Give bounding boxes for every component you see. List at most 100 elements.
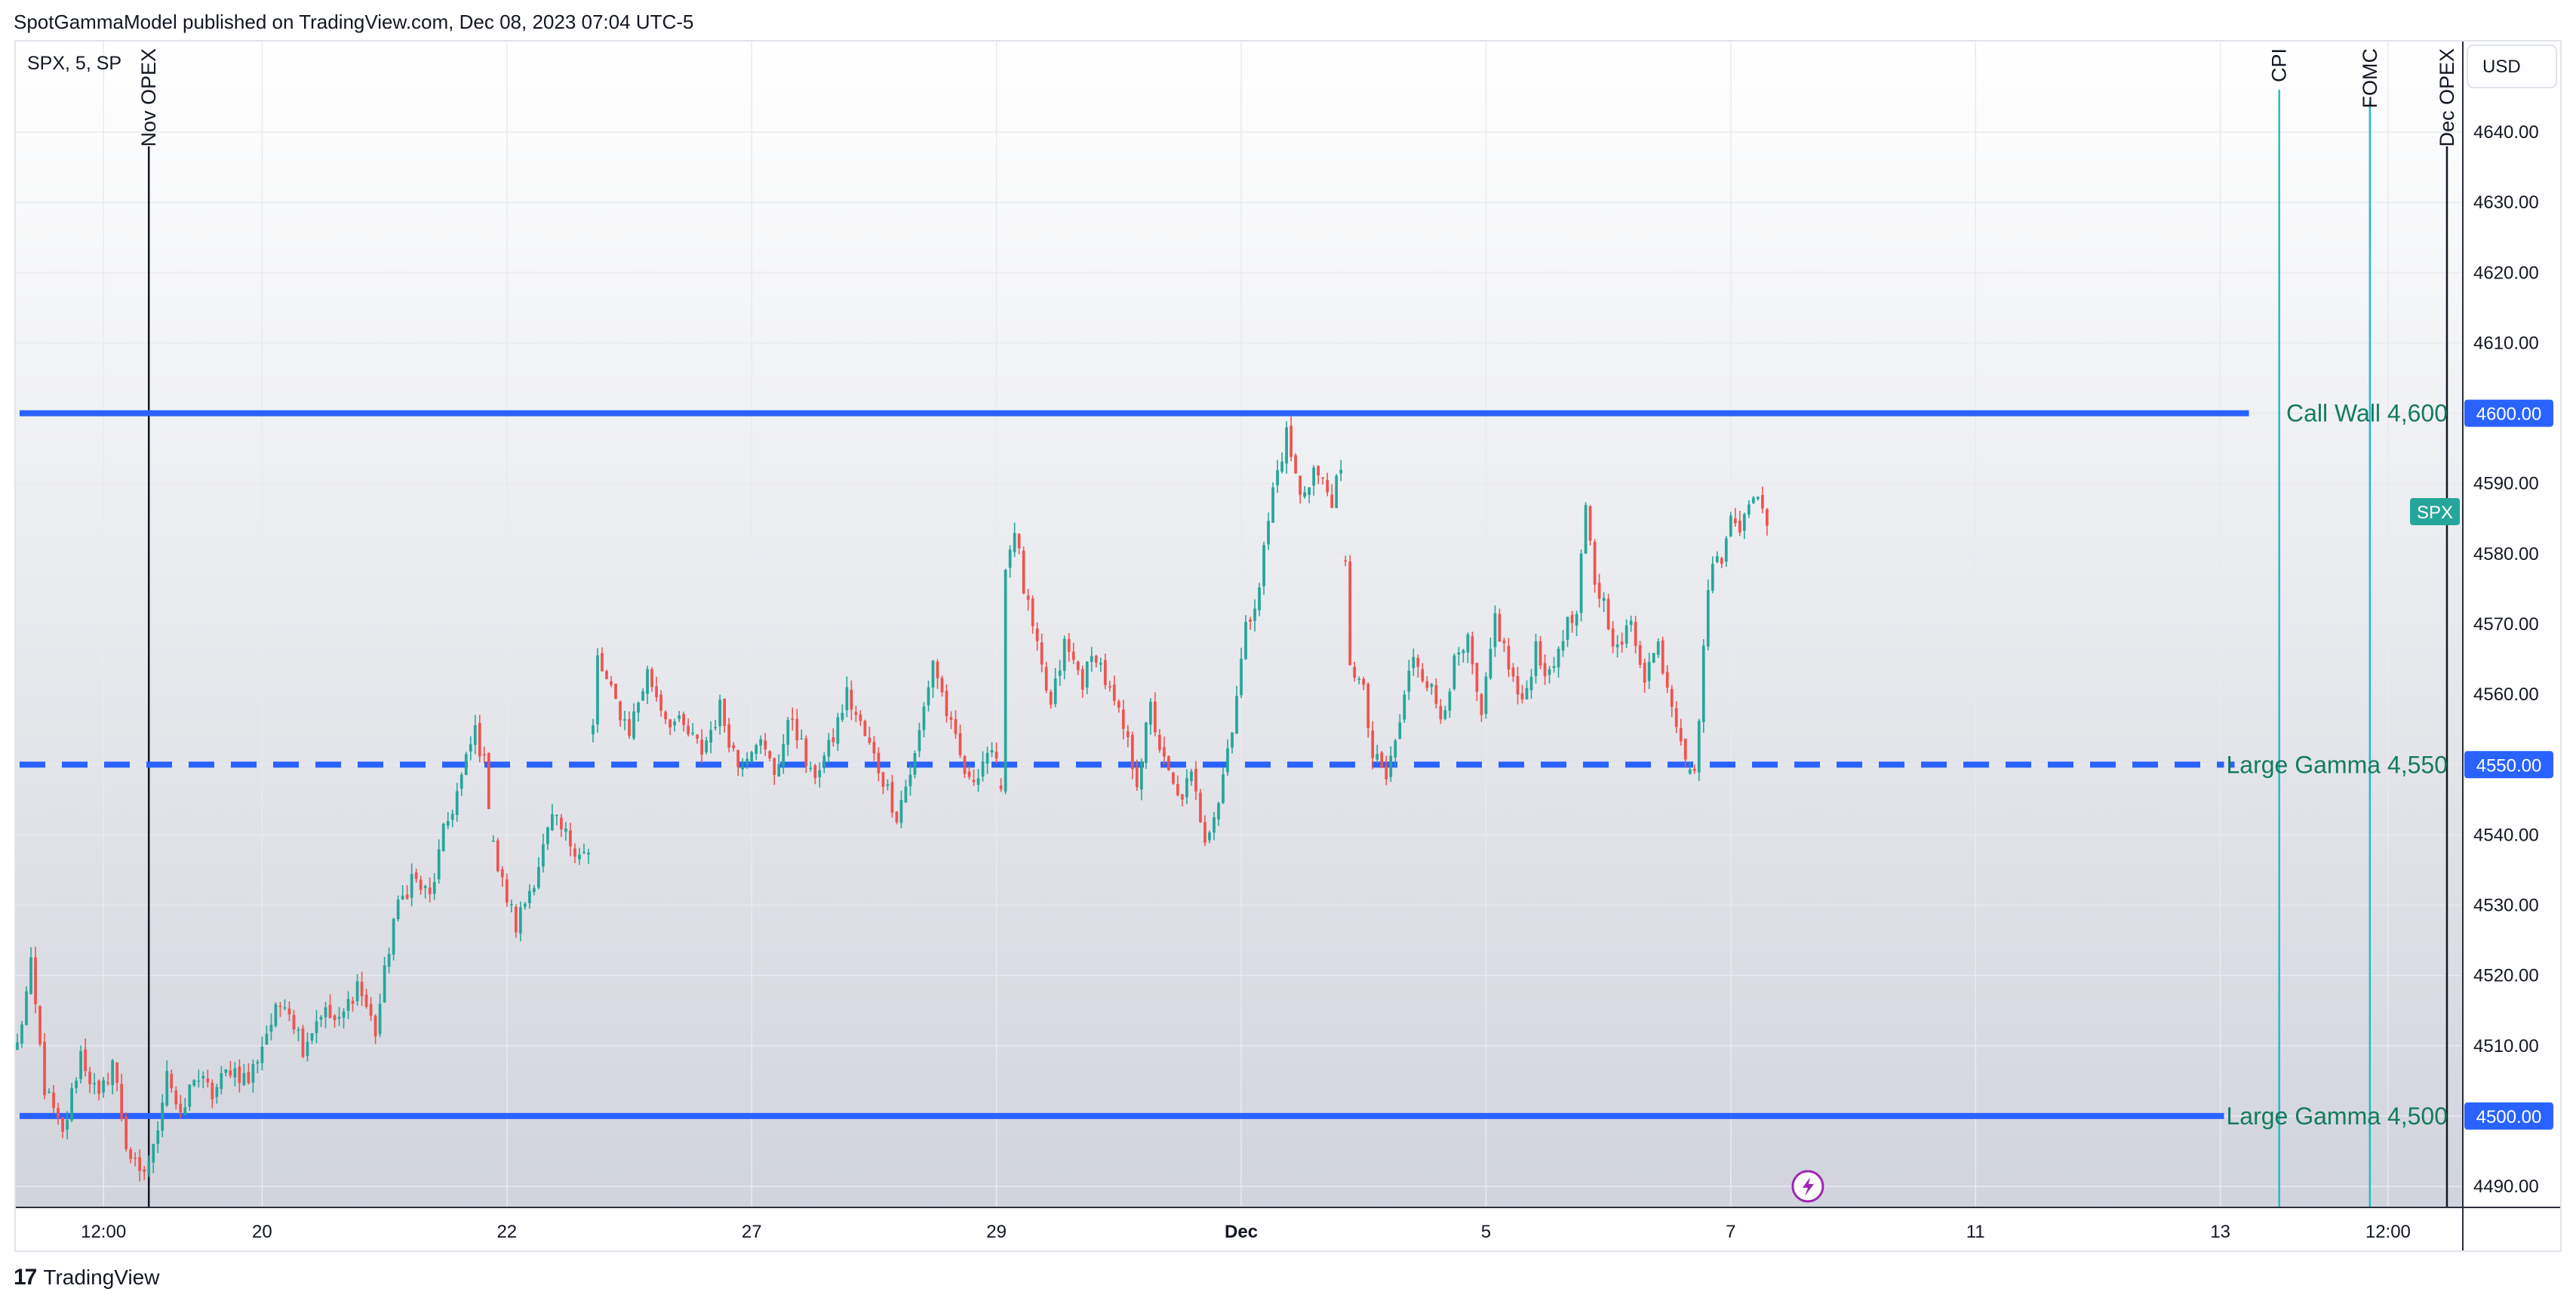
candle-body	[369, 1004, 373, 1016]
candle-body	[1366, 684, 1370, 728]
candle-body	[1303, 492, 1306, 497]
candle-body	[1416, 657, 1420, 667]
candle-body	[423, 886, 427, 888]
candle-body	[364, 995, 368, 1007]
candle-body	[1720, 558, 1723, 564]
candle-body	[994, 752, 998, 759]
candle-body	[1588, 506, 1592, 541]
level-price-tag-label: 4600.00	[2476, 404, 2542, 425]
annotation-markers[interactable]	[1791, 1170, 1824, 1203]
event-label: Nov OPEX	[137, 48, 160, 147]
candle-body	[111, 1060, 115, 1085]
candle-body	[1099, 663, 1102, 665]
candle-body	[904, 786, 908, 803]
candle-body	[1235, 696, 1238, 734]
time-tick-label: 11	[1966, 1222, 1985, 1242]
time-axis-ticks: 12:00 20 22 27 29 Dec 5 7 11 13 12:00	[81, 1222, 2411, 1242]
price-tick-label: 4560.00	[2473, 684, 2539, 705]
candle-body	[890, 782, 894, 813]
candle-body	[555, 814, 558, 817]
candle-body	[16, 1042, 19, 1050]
candle-body	[20, 1024, 23, 1044]
candle-body	[1561, 641, 1565, 650]
price-tick-label: 4610.00	[2473, 333, 2539, 353]
candle-body	[192, 1080, 196, 1086]
candle-body	[1226, 748, 1229, 773]
candle-body	[57, 1108, 60, 1118]
candle-body	[1190, 771, 1193, 782]
candle-body	[1638, 645, 1642, 665]
candle-body	[1035, 628, 1039, 641]
price-tick-label: 4580.00	[2473, 544, 2539, 564]
time-tick-label: 5	[1481, 1222, 1491, 1242]
candle-body	[1371, 730, 1375, 758]
candle-body	[1308, 487, 1311, 495]
lightning-marker-icon[interactable]	[1791, 1170, 1824, 1203]
candle-body	[845, 687, 849, 711]
price-tick-label: 4590.00	[2473, 474, 2539, 494]
candle-body	[918, 730, 921, 752]
candle-body	[1471, 636, 1474, 665]
candle-body	[1058, 670, 1062, 676]
candle-body	[1094, 655, 1098, 663]
candle-body	[1380, 752, 1384, 768]
candle-body	[1385, 766, 1388, 780]
candle-body	[605, 671, 608, 679]
time-tick-label: 12:00	[81, 1222, 126, 1242]
candle-body	[1629, 620, 1633, 626]
currency-button[interactable]: USD	[2467, 45, 2557, 88]
candle-body	[1185, 778, 1188, 798]
candle-body	[360, 981, 364, 996]
candle-body	[1285, 427, 1288, 464]
candle-body	[1430, 684, 1434, 687]
symbol-badge: SPX	[2410, 497, 2460, 525]
candle-body	[1330, 494, 1334, 508]
candle-body	[669, 719, 672, 728]
candle-body	[1525, 687, 1529, 700]
candle-body	[401, 895, 404, 900]
level-price-tag	[2464, 751, 2553, 779]
candle-body	[1511, 667, 1515, 677]
candle-body	[791, 718, 795, 720]
candle-body	[1121, 709, 1125, 729]
candle-body	[1466, 634, 1470, 653]
candle-body	[183, 1107, 187, 1115]
price-tick-label: 4540.00	[2473, 825, 2539, 845]
candle-body	[1240, 658, 1243, 696]
time-tick-label: 27	[742, 1222, 762, 1242]
candle-body	[922, 706, 926, 730]
candle-body	[759, 739, 763, 746]
candle-body	[1615, 644, 1619, 647]
candle-body	[981, 761, 985, 777]
candle-body	[206, 1078, 210, 1083]
candle-body	[229, 1070, 232, 1076]
level-label: Call Wall 4,600	[2286, 400, 2448, 427]
candle-body	[700, 740, 703, 755]
candle-body	[174, 1090, 178, 1105]
time-tick-label: 20	[252, 1222, 272, 1242]
candle-body	[1004, 570, 1007, 792]
candle-body	[1139, 761, 1143, 790]
candle-body	[301, 1028, 305, 1057]
candle-body	[732, 745, 736, 749]
candle-body	[1339, 469, 1343, 474]
candle-body	[61, 1117, 64, 1132]
candle-body	[578, 854, 581, 860]
candle-body	[441, 823, 445, 851]
candle-body	[1593, 542, 1597, 585]
candle-body	[1670, 689, 1674, 707]
lightning-bolt	[1802, 1177, 1814, 1197]
candle-body	[251, 1064, 255, 1083]
candle-body	[315, 1021, 318, 1034]
candle-body	[854, 712, 858, 715]
candle-body	[1222, 774, 1225, 804]
candle-body	[895, 811, 899, 823]
candle-body	[1683, 738, 1687, 760]
candle-body	[1049, 691, 1053, 705]
candle-body	[1163, 747, 1166, 757]
candle-body	[773, 758, 776, 775]
candle-body	[256, 1062, 260, 1064]
tradingview-footer[interactable]: 17 TradingView	[14, 1265, 159, 1290]
